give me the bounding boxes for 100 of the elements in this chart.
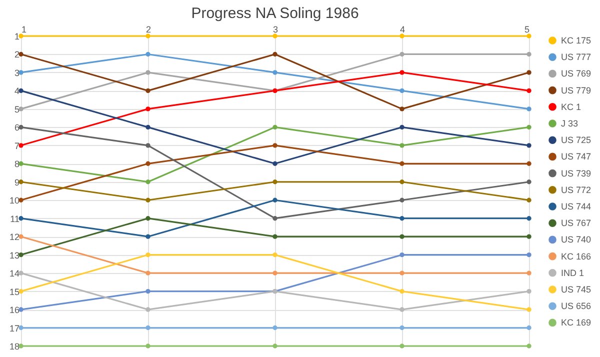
chart-title: Progress NA Soling 1986 <box>191 5 359 22</box>
point <box>272 52 278 57</box>
point <box>18 52 24 57</box>
point <box>400 198 404 202</box>
point <box>18 234 24 239</box>
point <box>400 344 404 348</box>
point <box>526 234 532 239</box>
point <box>526 344 532 348</box>
legend-label: US 739 <box>561 168 592 178</box>
y-tick-label: 17 <box>9 323 20 334</box>
point <box>526 161 532 166</box>
legend-label: KC 166 <box>561 251 592 262</box>
point <box>526 52 532 57</box>
legend-label: IND 1 <box>561 268 584 278</box>
legend-label: KC 1 <box>561 102 582 112</box>
legend-label: US 745 <box>561 284 592 294</box>
point <box>146 143 150 148</box>
point <box>400 325 404 330</box>
legend-label: US 767 <box>561 218 592 228</box>
point <box>272 234 278 239</box>
point <box>400 88 404 94</box>
point <box>18 216 24 221</box>
point <box>526 143 532 148</box>
point <box>400 124 404 130</box>
point <box>400 288 404 294</box>
point <box>146 325 150 330</box>
point <box>272 143 278 148</box>
point <box>526 252 532 258</box>
y-tick-label: 11 <box>10 214 20 224</box>
point <box>400 270 404 276</box>
point <box>146 88 150 94</box>
point <box>272 34 278 38</box>
point <box>400 70 404 75</box>
legend-label: US 769 <box>561 68 592 79</box>
legend-label: J 33 <box>561 118 578 128</box>
point <box>146 70 150 75</box>
point <box>272 198 278 202</box>
point <box>526 70 532 75</box>
y-tick-label: 8 <box>14 159 20 170</box>
point <box>18 143 24 148</box>
y-tick-label: 3 <box>14 68 20 78</box>
point <box>400 180 404 184</box>
legend-label: US 747 <box>561 152 592 162</box>
y-tick-label: 16 <box>9 305 20 316</box>
point <box>18 180 24 184</box>
point <box>146 270 150 276</box>
point <box>526 270 532 276</box>
legend-label: US 725 <box>561 135 592 146</box>
point <box>526 325 532 330</box>
y-tick-label: 13 <box>9 250 20 260</box>
y-tick-label: 10 <box>9 196 20 206</box>
legend-label: US 772 <box>561 184 592 195</box>
point <box>146 344 150 348</box>
y-tick-label: 5 <box>14 104 20 114</box>
legend-label: US 656 <box>561 301 592 312</box>
point <box>146 106 150 112</box>
y-tick-label: 9 <box>14 177 20 188</box>
x-tick-label: 4 <box>400 24 406 34</box>
point <box>146 307 150 312</box>
point <box>146 252 150 258</box>
legend-label: US 740 <box>561 234 592 245</box>
point <box>146 161 150 166</box>
point <box>272 344 278 348</box>
legend-label: US 779 <box>561 85 592 96</box>
point <box>18 198 24 202</box>
y-tick-label: 2 <box>14 50 20 60</box>
point <box>526 288 532 294</box>
point <box>400 307 404 312</box>
point <box>400 161 404 166</box>
point <box>400 234 404 239</box>
point <box>526 34 532 38</box>
x-tick-label: 5 <box>524 24 530 34</box>
point <box>400 34 404 38</box>
point <box>146 124 150 130</box>
point <box>272 70 278 75</box>
point <box>272 270 278 276</box>
y-tick-label: 6 <box>14 122 20 133</box>
point <box>400 216 404 221</box>
point <box>272 325 278 330</box>
point <box>526 88 532 94</box>
y-tick-label: 14 <box>9 268 20 279</box>
legend-label: KC 175 <box>561 36 592 46</box>
point <box>18 34 24 38</box>
legend-label: KC 169 <box>561 318 592 328</box>
point <box>18 307 24 312</box>
point <box>526 198 532 202</box>
point <box>272 124 278 130</box>
x-tick-label: 1 <box>22 24 27 34</box>
point <box>146 288 150 294</box>
point <box>272 216 278 221</box>
point <box>272 180 278 184</box>
point <box>146 198 150 202</box>
y-tick-label: 1 <box>14 32 20 42</box>
point <box>146 234 150 239</box>
legend-label: US 777 <box>561 52 592 62</box>
point <box>18 325 24 330</box>
x-tick-label: 2 <box>146 24 152 34</box>
point <box>272 161 278 166</box>
point <box>146 34 150 38</box>
y-tick-label: 4 <box>14 86 20 96</box>
